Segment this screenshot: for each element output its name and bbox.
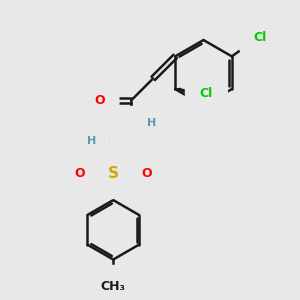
Text: O: O bbox=[74, 167, 85, 180]
Text: H: H bbox=[147, 118, 157, 128]
Text: O: O bbox=[94, 94, 105, 107]
Text: Cl: Cl bbox=[254, 31, 267, 44]
Text: CH₃: CH₃ bbox=[101, 280, 126, 293]
Text: S: S bbox=[108, 166, 119, 181]
Text: N: N bbox=[133, 121, 144, 134]
Text: Cl: Cl bbox=[200, 87, 213, 100]
Text: N: N bbox=[100, 139, 110, 152]
Text: O: O bbox=[142, 167, 152, 180]
Text: H: H bbox=[87, 136, 96, 146]
